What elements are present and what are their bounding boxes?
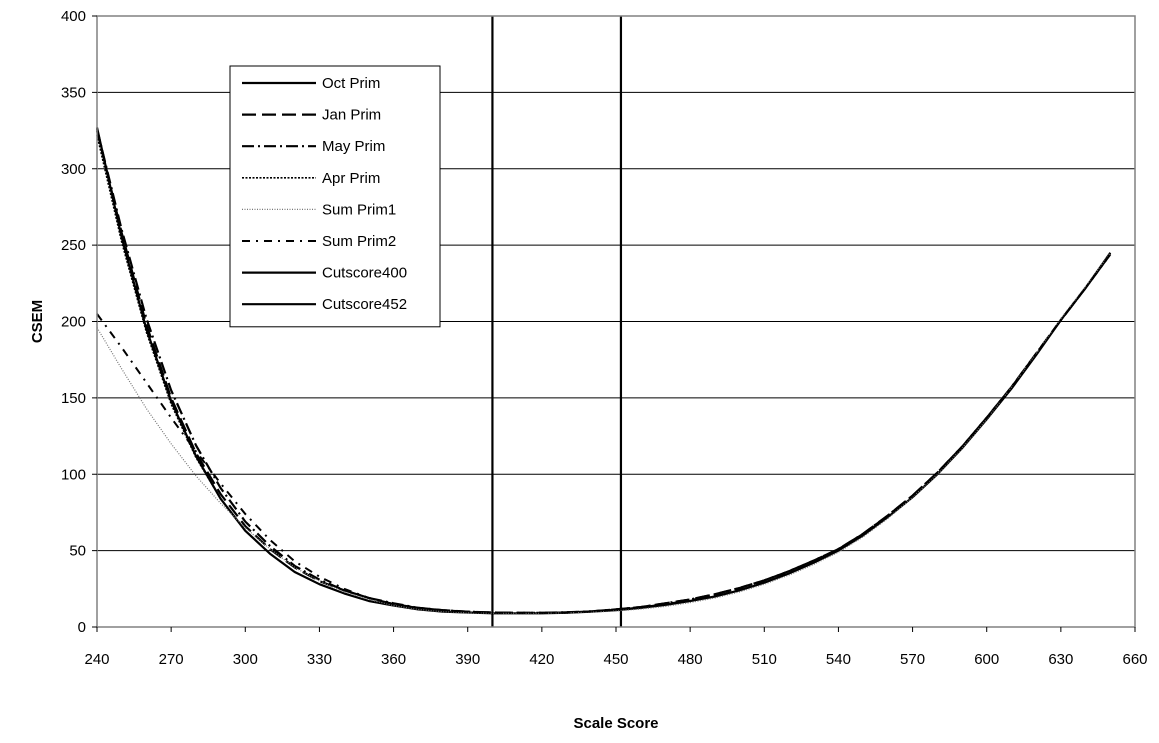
x-tick-label: 570 xyxy=(900,651,925,668)
y-tick-label: 300 xyxy=(61,161,86,178)
y-tick-label: 250 xyxy=(61,237,86,254)
x-tick-label: 270 xyxy=(159,651,184,668)
y-axis-title: CSEM xyxy=(29,300,46,343)
y-tick-label: 0 xyxy=(78,619,86,636)
legend: Oct Prim Jan Prim May Prim Apr Prim Sum Prim… xyxy=(229,65,441,328)
series-lines xyxy=(95,127,1112,615)
x-tick-label: 480 xyxy=(678,651,703,668)
legend-label: Apr Prim xyxy=(322,170,380,187)
x-tick-label: 300 xyxy=(233,651,258,668)
legend-items: Oct Prim Jan Prim May Prim Apr Prim Sum Prim… xyxy=(242,75,407,313)
x-tick-label: 540 xyxy=(826,651,851,668)
x-tick-label: 660 xyxy=(1122,651,1147,668)
legend-label: Sum Prim1 xyxy=(322,201,396,218)
series-line-sum-prim2 xyxy=(96,253,1112,614)
series-line-apr-prim xyxy=(96,134,1111,615)
x-tick-label: 360 xyxy=(381,651,406,668)
y-tick-label: 50 xyxy=(69,543,86,560)
y-tick-label: 400 xyxy=(61,8,86,25)
y-tick-label: 150 xyxy=(61,390,86,407)
x-tick-label: 510 xyxy=(752,651,777,668)
y-tick-label: 100 xyxy=(61,466,86,483)
y-tick-labels: 0 50 100 150 200 250 300 350 400 xyxy=(61,8,97,636)
x-tick-label: 630 xyxy=(1048,651,1073,668)
legend-label: May Prim xyxy=(322,138,385,155)
x-tick-label: 420 xyxy=(529,651,554,668)
legend-label: Oct Prim xyxy=(322,75,380,92)
x-tick-labels: 240 270 300 330 360 390 420 450 480 510 540 570 600 6… xyxy=(84,627,1148,668)
legend-label: Jan Prim xyxy=(322,107,381,124)
x-axis-title: Scale Score xyxy=(573,715,658,732)
series-line-sum-prim1 xyxy=(96,252,1111,614)
x-tick-label: 600 xyxy=(974,651,999,668)
legend-label: Sum Prim2 xyxy=(322,233,396,250)
x-tick-label: 450 xyxy=(603,651,628,668)
y-tick-label: 200 xyxy=(61,314,86,331)
legend-box xyxy=(229,65,441,328)
cutscore-lines xyxy=(491,16,623,627)
legend-label: Cutscore400 xyxy=(322,265,407,282)
x-tick-label: 240 xyxy=(84,651,109,668)
x-tick-label: 330 xyxy=(307,651,332,668)
x-tick-label: 390 xyxy=(455,651,480,668)
legend-label: Cutscore452 xyxy=(322,296,407,313)
y-tick-label: 350 xyxy=(61,84,86,101)
